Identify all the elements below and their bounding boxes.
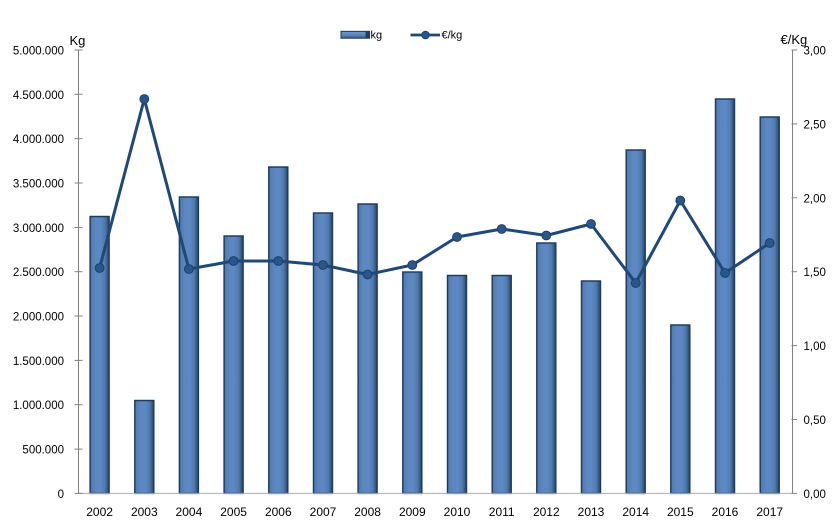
svg-text:2.000.000: 2.000.000	[13, 312, 64, 324]
svg-text:2,50: 2,50	[804, 119, 826, 131]
svg-text:2003: 2003	[131, 505, 158, 519]
svg-text:0,00: 0,00	[804, 489, 826, 501]
svg-text:2005: 2005	[220, 505, 247, 519]
svg-text:2012: 2012	[533, 505, 560, 519]
svg-text:€/Kg: €/Kg	[781, 32, 808, 47]
svg-text:2004: 2004	[176, 505, 203, 519]
svg-text:5.000.000: 5.000.000	[13, 46, 64, 58]
svg-text:Kg: Kg	[70, 33, 86, 48]
svg-text:4.000.000: 4.000.000	[13, 134, 64, 146]
svg-text:1,00: 1,00	[804, 341, 826, 353]
svg-text:2.500.000: 2.500.000	[13, 267, 64, 279]
svg-text:2015: 2015	[667, 505, 694, 519]
svg-text:2009: 2009	[399, 505, 426, 519]
svg-text:2017: 2017	[756, 505, 783, 519]
svg-text:1.000.000: 1.000.000	[13, 400, 64, 412]
svg-text:2014: 2014	[622, 505, 649, 519]
svg-text:0,50: 0,50	[804, 415, 826, 427]
svg-text:3.000.000: 3.000.000	[13, 223, 64, 235]
svg-text:€/kg: €/kg	[442, 30, 463, 42]
svg-text:2007: 2007	[310, 505, 337, 519]
svg-text:2013: 2013	[578, 505, 605, 519]
svg-text:1.500.000: 1.500.000	[13, 356, 64, 368]
svg-text:3.500.000: 3.500.000	[13, 179, 64, 191]
svg-text:1,50: 1,50	[804, 267, 826, 279]
svg-text:2010: 2010	[444, 505, 471, 519]
svg-text:2,00: 2,00	[804, 193, 826, 205]
svg-text:2006: 2006	[265, 505, 292, 519]
svg-text:2011: 2011	[489, 505, 515, 519]
svg-text:500.000: 500.000	[22, 445, 64, 457]
svg-text:0: 0	[58, 489, 64, 501]
svg-text:2016: 2016	[712, 505, 739, 519]
svg-text:kg: kg	[371, 30, 383, 42]
svg-text:2002: 2002	[86, 505, 113, 519]
svg-text:4.500.000: 4.500.000	[13, 90, 64, 102]
svg-text:2008: 2008	[354, 505, 381, 519]
svg-text:3,00: 3,00	[804, 46, 826, 58]
